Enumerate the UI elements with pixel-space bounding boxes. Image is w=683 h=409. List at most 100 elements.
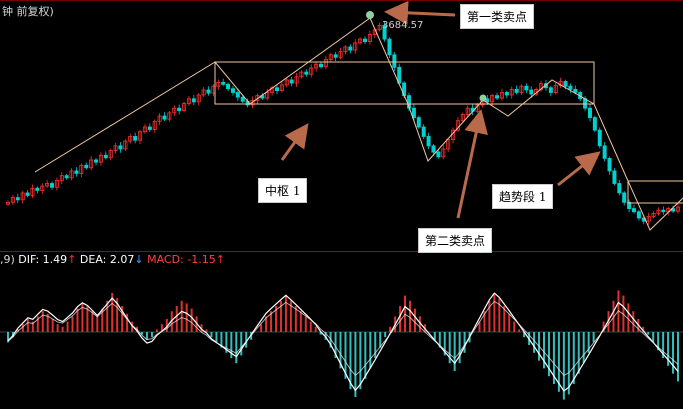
candle-body (416, 117, 421, 128)
candle-body (651, 212, 656, 217)
arrow-zhongshu (280, 123, 309, 161)
candle-body (524, 85, 529, 91)
dea-arrow: ↓ (134, 253, 144, 266)
dif-line (7, 292, 679, 392)
candle-body (358, 38, 363, 44)
macd-value: MACD: -1.15 (147, 253, 216, 266)
candle-body (377, 24, 382, 31)
dea-line (7, 300, 679, 377)
peak-marker (366, 11, 374, 19)
candle-body (294, 76, 299, 84)
candle-body (201, 89, 206, 96)
arrow-first-sell (384, 0, 456, 25)
candle-body (627, 201, 632, 210)
candle-body (167, 112, 172, 120)
candle-body (89, 159, 94, 169)
candle-body (529, 89, 534, 95)
candle-body (367, 34, 372, 43)
candle-body (426, 136, 431, 147)
candle-body (573, 88, 578, 93)
candle-body (646, 216, 651, 222)
candle-body (499, 92, 504, 99)
candle-body (113, 145, 118, 151)
candle-body (323, 59, 328, 68)
bi-lines (34, 17, 683, 231)
candle-body (597, 129, 602, 147)
candle-body (617, 183, 622, 194)
candle-body (392, 54, 397, 68)
candle-body (314, 63, 319, 69)
candle-body (353, 42, 358, 51)
candle-body (631, 208, 636, 213)
candle-body (411, 107, 416, 118)
candle-body (6, 201, 11, 205)
candle-body (206, 89, 211, 94)
candle-body (348, 46, 353, 51)
macd-header: ,9) DIF: 1.49↑ DEA: 2.07↓ MACD: -1.15↑ (0, 253, 225, 266)
candle-body (509, 88, 514, 96)
second-sell-marker (479, 94, 487, 102)
candle-body (182, 103, 187, 112)
arrow-trend (557, 151, 601, 187)
candle-body (274, 87, 279, 91)
candle-body (235, 92, 240, 98)
candle-body (622, 192, 627, 203)
candle-body (548, 87, 553, 93)
candle-body (250, 99, 255, 106)
candle-body (363, 38, 368, 43)
zhongshu-box-1 (214, 61, 595, 105)
candle-body (421, 126, 426, 137)
candle-body (226, 83, 231, 90)
candle-body (333, 54, 338, 58)
candle-body (133, 136, 138, 141)
candle-body (74, 170, 79, 174)
second-sell-label: 第二类卖点 (418, 228, 493, 253)
candle-body (128, 136, 133, 142)
candle-body (504, 92, 509, 96)
candle-body (10, 197, 15, 203)
candle-body (382, 24, 387, 40)
candle-body (583, 98, 588, 109)
candle-body (514, 88, 519, 93)
candle-body (553, 85, 558, 93)
candle-body (431, 145, 436, 153)
candle-body (495, 95, 500, 99)
candle-body (94, 159, 99, 163)
candle-body (69, 170, 74, 179)
peak-price-label: 3684.57 (382, 20, 424, 31)
candle-body (138, 131, 143, 141)
candle-body (162, 115, 167, 120)
chart-header: 钟 前复权) (2, 5, 54, 18)
candle-body (284, 79, 289, 86)
candle-body (40, 185, 45, 191)
candle-body (216, 82, 221, 87)
candle-body (103, 154, 108, 159)
candle-body (460, 114, 465, 122)
candle-body (84, 164, 89, 169)
candle-body (671, 208, 676, 212)
first-sell-label: 第一类卖点 (460, 4, 535, 29)
candle-body (54, 179, 59, 188)
candle-body (485, 98, 490, 103)
dea-value: DEA: 2.07 (79, 253, 135, 266)
candle-body (15, 197, 20, 201)
candle-body (299, 71, 304, 78)
candle-body (221, 82, 226, 85)
candle-body (279, 84, 284, 91)
candle-body (50, 183, 55, 188)
zhongshu-label: 中枢 1 (258, 178, 308, 203)
candle-body (265, 92, 270, 99)
candle-body (607, 157, 612, 172)
candle-body (338, 51, 343, 58)
arrow-second-sell (456, 109, 488, 219)
candle-body (328, 54, 333, 60)
candle-body (118, 145, 123, 150)
candle-body (441, 148, 446, 158)
candle-body (147, 126, 152, 130)
candle-body (612, 170, 617, 184)
candle-body (309, 67, 314, 75)
candle-body (592, 117, 597, 131)
candle-body (230, 88, 235, 93)
